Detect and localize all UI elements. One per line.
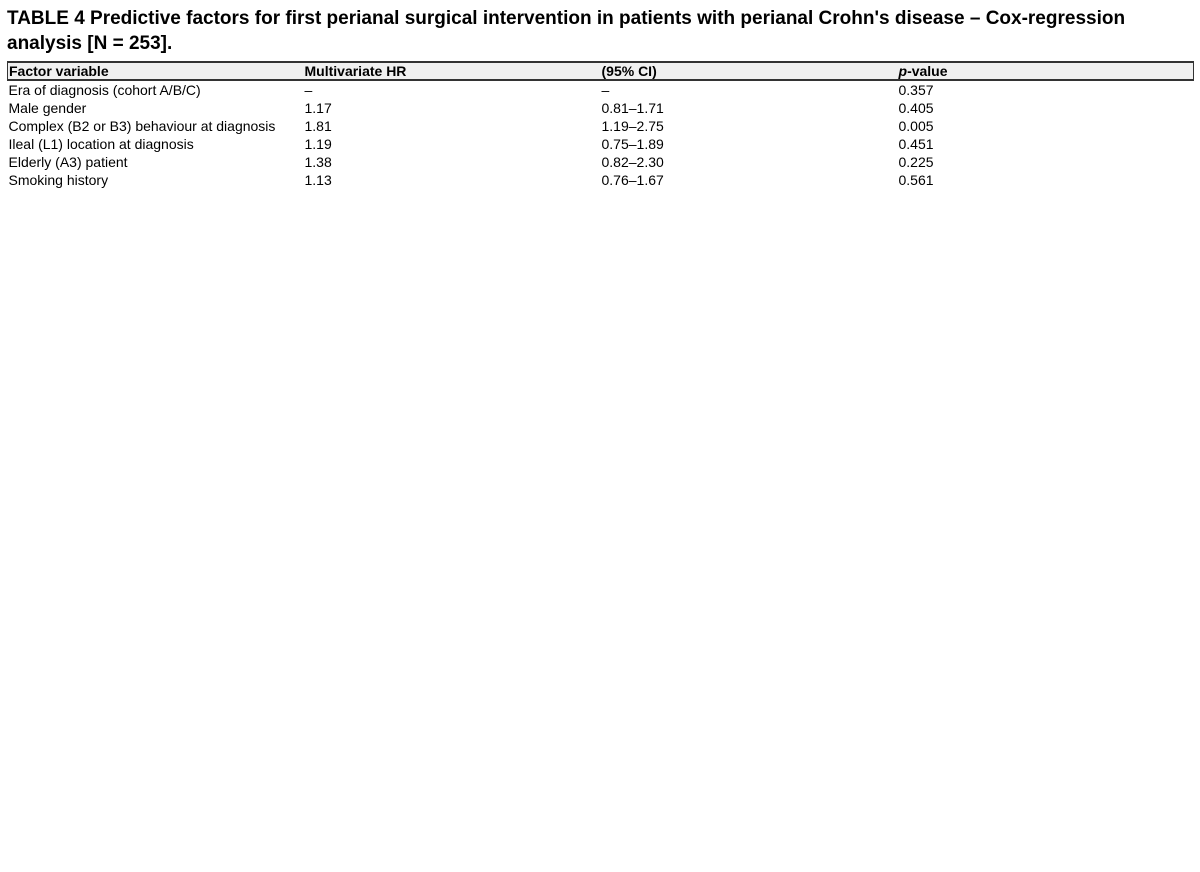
header-row: Factor variable Multivariate HR (95% CI) p-… [7, 61, 1194, 81]
results-table: Factor variable Multivariate HR (95% CI) p-… [7, 61, 1194, 189]
table-body: Era of diagnosis (cohort A/B/C) – –0.357 Ma… [8, 80, 1194, 189]
table-cell: 0.405 [898, 100, 934, 116]
table-cell: Era of diagnosis (cohort A/B/C) [8, 82, 201, 98]
table-row: Era of diagnosis (cohort A/B/C) – – 0.357 [8, 80, 1194, 99]
table-cell: – [601, 82, 610, 98]
table-cell: 0.82–2.30 [601, 154, 664, 170]
table-cell: 1.19 [304, 136, 332, 152]
table-cell: 0.75–1.89 [601, 136, 664, 152]
table-row: Elderly (A3) patient 1.38 0.82–2.30 0.225 [8, 153, 1194, 171]
table-cell: 1.17 [304, 100, 332, 116]
table-cell: Male gender [8, 100, 87, 116]
table-cell: Ileal (L1) location at diagnosis [8, 136, 194, 152]
table-cell: 1.38 [304, 154, 332, 170]
table-cell: 0.451 [898, 136, 934, 152]
header-italic: p [898, 63, 908, 79]
column-header: Multivariate HR [303, 61, 601, 81]
header-text: -value [907, 63, 948, 79]
table-cell: 1.81 [304, 118, 332, 134]
table-cell: 0.561 [898, 172, 934, 188]
column-header: p-value [897, 61, 1194, 81]
table-cell: 1.19–2.75 [601, 118, 664, 134]
table-cell: 0.81–1.71 [601, 100, 664, 116]
table-cell: – [304, 82, 313, 98]
column-header: (95% CI) [600, 61, 898, 81]
table-row: Smoking history 1.13 0.76–1.67 0.561 [8, 171, 1194, 189]
column-header: Factor variable [7, 61, 304, 81]
table-cell: 0.357 [898, 82, 934, 98]
table-cell: 0.76–1.67 [601, 172, 664, 188]
table-cell: Smoking history [8, 172, 109, 188]
table-cell: Elderly (A3) patient [8, 154, 128, 170]
table-cell: Complex (B2 or B3) behaviour at diagnosi… [8, 118, 276, 134]
table-cell: 0.225 [898, 154, 934, 170]
table-row: Male gender 1.17 0.81–1.71 0.405 [8, 99, 1194, 117]
table-cell: 1.13 [304, 172, 332, 188]
table-cell: 0.005 [898, 118, 934, 134]
table-title: TABLE 4 Predictive factors for first per… [7, 8, 1126, 54]
table-row: Complex (B2 or B3) behaviour at diagnosi… [8, 117, 1194, 135]
table-row: Ileal (L1) location at diagnosis 1.19 0.75… [8, 135, 1194, 153]
